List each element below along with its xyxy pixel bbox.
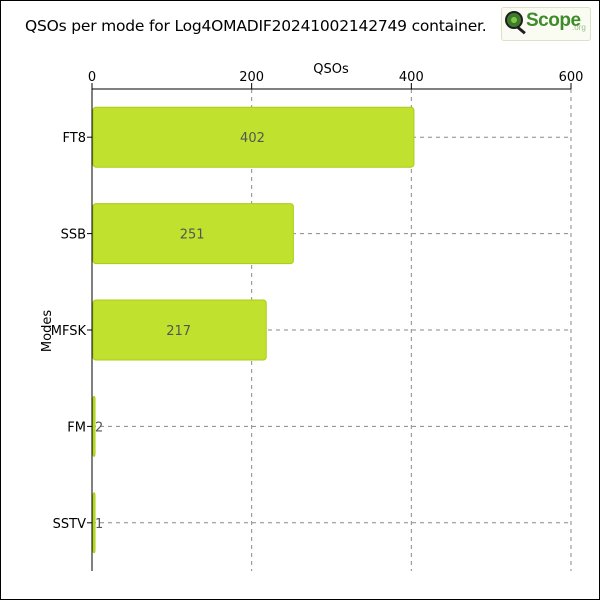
bar-ft8 (92, 106, 415, 168)
value-label: 1 (95, 517, 103, 532)
qscope-logo: Scope .org (501, 7, 591, 41)
magnifier-q-icon (505, 11, 523, 29)
category-label: MFSK (51, 324, 87, 339)
logo-suffix: .org (572, 23, 586, 32)
x-tick-label: 600 (559, 70, 584, 85)
value-label: 217 (166, 324, 191, 339)
bars: 402 251 217 2 1 (92, 106, 415, 554)
bar-ssb (92, 203, 294, 265)
value-label: 402 (240, 131, 265, 146)
value-label: 251 (180, 228, 205, 243)
y-axis-label: Modes (40, 310, 55, 352)
bar-fm (92, 395, 96, 457)
chart-title: QSOs per mode for Log4OMADIF202410021427… (25, 17, 487, 35)
bar-mfsk (92, 299, 267, 361)
category-label: SSTV (53, 517, 86, 532)
axes: 0 200 400 600 FT8 SSB MFSK FM SSTV (51, 70, 584, 571)
x-tick-label: 200 (239, 70, 264, 85)
x-tick-label: 0 (88, 70, 96, 85)
category-label: FT8 (63, 131, 86, 146)
logo-wordmark: Scope (526, 10, 581, 31)
category-label: FM (67, 420, 86, 435)
x-axis-label: QSOs (313, 62, 349, 77)
value-label: 2 (95, 420, 103, 435)
bar-sstv (92, 492, 96, 554)
x-tick-label: 400 (399, 70, 424, 85)
category-label: SSB (61, 228, 86, 243)
